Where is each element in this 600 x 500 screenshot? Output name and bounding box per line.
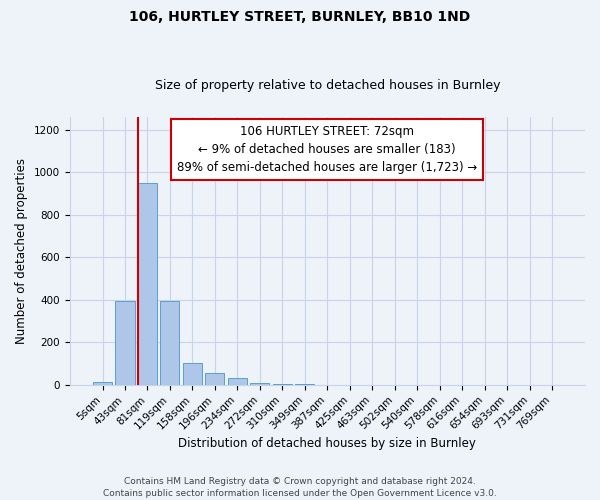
Bar: [115, 301, 134, 385]
Title: Size of property relative to detached houses in Burnley: Size of property relative to detached ho…: [155, 79, 500, 92]
Text: 106 HURTLEY STREET: 72sqm
← 9% of detached houses are smaller (183)
89% of semi-: 106 HURTLEY STREET: 72sqm ← 9% of detach…: [177, 125, 478, 174]
Bar: [183, 362, 202, 385]
Bar: [93, 382, 112, 385]
Text: 106, HURTLEY STREET, BURNLEY, BB10 1ND: 106, HURTLEY STREET, BURNLEY, BB10 1ND: [130, 10, 470, 24]
Bar: [205, 373, 224, 385]
Text: Contains HM Land Registry data © Crown copyright and database right 2024.
Contai: Contains HM Land Registry data © Crown c…: [103, 476, 497, 498]
Bar: [273, 384, 292, 385]
X-axis label: Distribution of detached houses by size in Burnley: Distribution of detached houses by size …: [178, 437, 476, 450]
Bar: [228, 378, 247, 385]
Y-axis label: Number of detached properties: Number of detached properties: [15, 158, 28, 344]
Bar: [250, 382, 269, 385]
Bar: [160, 301, 179, 385]
Bar: [138, 182, 157, 385]
